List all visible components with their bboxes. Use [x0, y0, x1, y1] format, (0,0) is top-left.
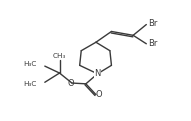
Text: H₃C: H₃C: [24, 61, 37, 67]
Text: H₃C: H₃C: [24, 81, 37, 87]
Text: Br: Br: [148, 19, 157, 28]
Text: N: N: [94, 69, 101, 78]
Text: CH₃: CH₃: [53, 53, 66, 59]
Text: O: O: [96, 90, 102, 99]
Text: Br: Br: [148, 39, 157, 48]
Text: O: O: [68, 79, 74, 88]
